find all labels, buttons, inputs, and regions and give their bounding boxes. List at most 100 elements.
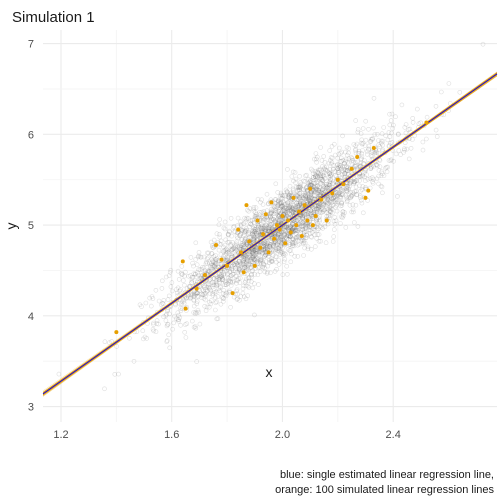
background-point bbox=[307, 179, 313, 185]
background-point bbox=[254, 251, 260, 256]
background-point bbox=[178, 306, 183, 311]
background-point bbox=[346, 187, 352, 192]
background-point bbox=[312, 192, 317, 198]
background-point bbox=[235, 291, 240, 297]
background-point bbox=[328, 174, 333, 179]
background-point bbox=[339, 186, 345, 192]
background-point bbox=[179, 301, 184, 307]
background-point bbox=[174, 297, 179, 303]
background-point bbox=[216, 247, 222, 253]
background-point bbox=[163, 313, 169, 319]
background-point bbox=[249, 268, 255, 274]
background-point bbox=[323, 240, 329, 245]
background-point bbox=[285, 191, 291, 197]
background-point bbox=[317, 214, 322, 219]
background-point bbox=[224, 258, 229, 264]
background-point bbox=[229, 266, 235, 272]
background-point bbox=[280, 208, 286, 214]
background-point bbox=[318, 225, 324, 230]
background-point bbox=[235, 215, 241, 221]
background-point bbox=[208, 273, 214, 279]
background-point bbox=[295, 202, 300, 208]
background-point bbox=[297, 184, 303, 190]
background-point bbox=[238, 261, 243, 267]
background-point bbox=[245, 258, 250, 263]
background-point bbox=[402, 146, 407, 151]
background-point bbox=[267, 228, 272, 233]
background-point bbox=[329, 196, 334, 201]
background-point bbox=[242, 256, 247, 262]
background-point bbox=[358, 163, 363, 168]
background-point bbox=[338, 203, 344, 209]
background-point bbox=[290, 186, 296, 192]
background-point bbox=[296, 194, 302, 200]
background-point bbox=[172, 301, 178, 307]
background-point bbox=[377, 157, 382, 162]
background-point bbox=[191, 303, 197, 309]
background-point bbox=[298, 197, 304, 202]
background-point bbox=[270, 253, 276, 258]
background-point bbox=[208, 239, 214, 245]
background-point bbox=[342, 210, 348, 215]
background-point bbox=[275, 202, 281, 207]
background-point bbox=[248, 245, 254, 251]
background-point bbox=[284, 263, 290, 269]
background-point bbox=[259, 197, 265, 202]
background-point bbox=[159, 307, 165, 313]
background-point bbox=[188, 292, 194, 298]
background-point bbox=[244, 259, 250, 265]
background-point bbox=[277, 199, 283, 205]
background-point bbox=[231, 225, 236, 230]
background-point bbox=[222, 252, 228, 258]
background-point bbox=[292, 253, 298, 259]
background-point bbox=[255, 260, 261, 266]
background-point bbox=[273, 226, 279, 232]
background-point bbox=[327, 208, 333, 213]
background-point bbox=[324, 213, 330, 219]
background-point bbox=[249, 272, 254, 278]
background-point bbox=[433, 127, 439, 133]
background-point bbox=[306, 177, 311, 182]
background-point bbox=[311, 210, 317, 215]
background-point bbox=[244, 227, 249, 233]
background-point bbox=[287, 226, 293, 231]
background-point bbox=[325, 198, 331, 203]
background-point bbox=[211, 268, 217, 273]
background-point bbox=[268, 217, 274, 223]
background-point bbox=[219, 277, 225, 282]
background-point bbox=[190, 318, 195, 324]
background-point bbox=[327, 170, 332, 175]
background-point bbox=[306, 197, 311, 203]
background-point bbox=[116, 371, 121, 377]
background-point bbox=[315, 173, 321, 179]
background-point bbox=[315, 204, 321, 210]
background-point bbox=[339, 175, 345, 180]
background-point bbox=[337, 192, 343, 198]
background-point bbox=[214, 272, 219, 278]
x-tick-label: 1.2 bbox=[53, 429, 68, 441]
background-point bbox=[289, 205, 294, 210]
background-point bbox=[291, 243, 297, 249]
background-point bbox=[327, 209, 333, 214]
background-point bbox=[333, 193, 339, 198]
background-point bbox=[257, 212, 262, 217]
background-point bbox=[286, 208, 291, 214]
background-point bbox=[295, 234, 300, 239]
background-point bbox=[327, 185, 333, 191]
background-point bbox=[322, 192, 327, 198]
background-point bbox=[272, 197, 278, 202]
background-point bbox=[279, 249, 285, 255]
background-point bbox=[285, 247, 291, 252]
background-point bbox=[153, 329, 159, 335]
background-point bbox=[275, 233, 281, 238]
background-point bbox=[218, 301, 224, 307]
background-point bbox=[327, 199, 333, 205]
background-point bbox=[214, 266, 219, 272]
background-point bbox=[257, 235, 263, 241]
background-point bbox=[259, 223, 265, 229]
background-point bbox=[272, 249, 278, 254]
background-point bbox=[304, 196, 310, 201]
background-point bbox=[309, 183, 315, 188]
background-point bbox=[316, 202, 321, 208]
background-point bbox=[316, 190, 321, 195]
